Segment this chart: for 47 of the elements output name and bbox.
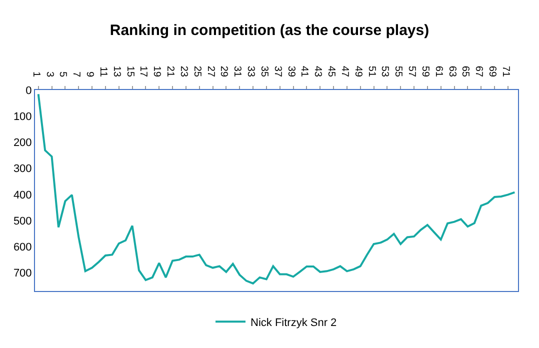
x-tick-label: 31 — [232, 66, 243, 78]
x-tick-label: 39 — [285, 66, 296, 78]
x-tick-label: 35 — [258, 66, 270, 78]
y-tick-label: 700 — [13, 268, 32, 280]
x-tick-label: 61 — [432, 66, 444, 78]
y-tick-label: 100 — [13, 110, 32, 123]
x-tick-label: 65 — [460, 66, 471, 78]
x-tick-label: 41 — [298, 66, 310, 78]
x-tick-label: 69 — [486, 66, 498, 78]
chart-title: Ranking in competition (as the course plays) — [110, 22, 430, 39]
x-tick-label: 21 — [164, 66, 176, 78]
x-tick-label: 47 — [338, 66, 350, 78]
legend-label: Nick Fitrzyk Snr 2 — [250, 316, 337, 329]
x-tick-label: 33 — [245, 66, 256, 78]
x-tick-label: 29 — [218, 66, 230, 78]
x-tick-label: 17 — [138, 66, 149, 78]
line-series — [37, 93, 516, 284]
x-tick-label: 3 — [44, 71, 55, 78]
y-tick-label: 400 — [13, 189, 32, 202]
x-tick-label: 27 — [204, 66, 216, 78]
x-tick-label: 53 — [379, 66, 390, 78]
x-tick-label: 19 — [151, 66, 162, 78]
x-tick-label: 51 — [366, 66, 377, 78]
y-tick-label: 600 — [13, 241, 32, 254]
x-tick-label: 45 — [326, 66, 337, 78]
x-tick-label: 5 — [57, 71, 68, 78]
y-tick-label: 300 — [13, 163, 32, 176]
x-tick-label: 1 — [30, 71, 42, 78]
y-tick-label: 0 — [26, 84, 32, 97]
x-tick-label: 59 — [419, 66, 430, 78]
x-tick-label: 71 — [500, 66, 511, 78]
x-tick-label: 43 — [312, 66, 324, 78]
x-tick-label: 63 — [446, 66, 458, 78]
x-tick-label: 13 — [110, 66, 122, 78]
x-tick-label: 23 — [178, 66, 189, 78]
x-tick-label: 49 — [352, 66, 364, 78]
x-tick-label: 67 — [473, 66, 484, 78]
x-tick-label: 11 — [97, 66, 108, 78]
x-tick-label: 15 — [124, 66, 136, 78]
y-tick-label: 200 — [13, 137, 32, 150]
x-tick-label: 55 — [392, 66, 404, 78]
x-tick-label: 9 — [84, 71, 96, 78]
x-tick-label: 57 — [406, 66, 418, 78]
x-tick-label: 37 — [272, 66, 283, 78]
x-tick-label: 25 — [191, 66, 202, 78]
x-tick-label: 7 — [70, 71, 82, 78]
y-tick-label: 500 — [13, 215, 32, 228]
